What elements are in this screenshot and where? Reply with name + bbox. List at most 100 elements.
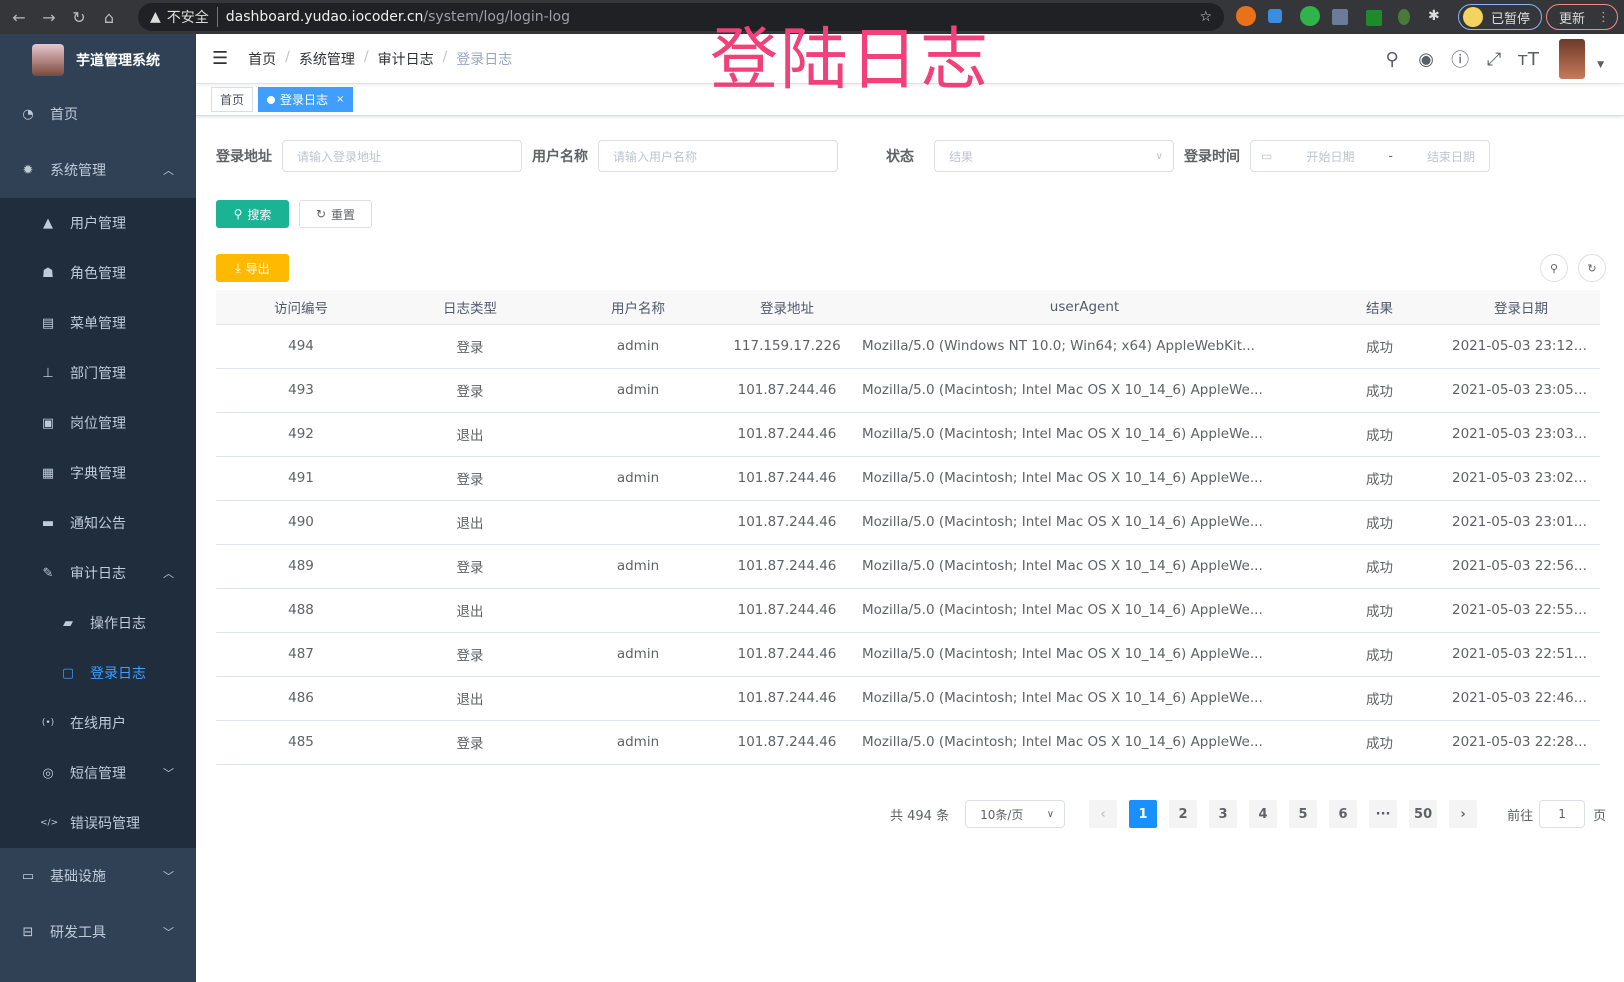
table-row[interactable]: 488 退出 101.87.244.46 Mozilla/5.0 (Macintosh… <box>216 588 1600 633</box>
breadcrumb-item[interactable]: 审计日志 <box>377 51 434 68</box>
sidebar-item-dept[interactable]: ⊥ 部门管理 <box>0 348 196 398</box>
page-button[interactable]: 5 <box>1289 800 1318 828</box>
hamburger-icon[interactable]: ☰ <box>212 48 229 69</box>
avatar[interactable] <box>1559 39 1586 79</box>
username-input[interactable]: 请输入用户名称 <box>598 140 838 172</box>
page-size-select[interactable]: 10条/页 ∨ <box>965 800 1066 828</box>
sidebar-item-error-code[interactable]: </> 错误码管理 <box>0 798 196 848</box>
tag-login-log[interactable]: 登录日志 × <box>258 87 354 112</box>
chevron-down-icon: ﹀ <box>163 870 174 883</box>
sidebar-item-sms[interactable]: ◎ 短信管理 ﹀ <box>0 748 196 798</box>
profile-paused-button[interactable]: 已暂停 <box>1458 4 1542 30</box>
page-button[interactable]: 1 <box>1129 800 1158 828</box>
table-row[interactable]: 490 退出 101.87.244.46 Mozilla/5.0 (Macintosh… <box>216 500 1600 545</box>
github-icon[interactable]: ◉ <box>1418 48 1434 70</box>
search-button[interactable]: ⚲ 搜索 <box>216 200 289 228</box>
extension-icon[interactable] <box>1268 9 1282 23</box>
goto-page-input[interactable]: 1 <box>1539 800 1586 828</box>
extension-icon[interactable] <box>1332 9 1348 25</box>
sidebar-item-dict[interactable]: ▦ 字典管理 <box>0 448 196 498</box>
table-cell: Mozilla/5.0 (Macintosh; Intel Mac OS X 1… <box>852 676 1317 721</box>
back-icon[interactable]: ← <box>12 7 26 27</box>
table-row[interactable]: 486 退出 101.87.244.46 Mozilla/5.0 (Macintosh… <box>216 676 1600 721</box>
sidebar-item-online-user[interactable]: (•) 在线用户 <box>0 698 196 748</box>
tags-view: 首页 登录日志 × <box>196 84 1624 116</box>
table-row[interactable]: 487 登录 admin 101.87.244.46 Mozilla/5.0 (Maci… <box>216 632 1600 677</box>
table-row[interactable]: 485 登录 admin 101.87.244.46 Mozilla/5.0 (Maci… <box>216 720 1600 765</box>
page-button[interactable]: 3 <box>1209 800 1238 828</box>
start-date-input[interactable]: 开始日期 <box>1306 149 1355 164</box>
reload-icon[interactable]: ↻ <box>72 7 86 27</box>
sidebar-item-tool[interactable]: ⊟ 研发工具 ﹀ <box>0 904 196 960</box>
total-count: 共 494 条 <box>890 808 950 824</box>
table-row[interactable]: 493 登录 admin 101.87.244.46 Mozilla/5.0 (Maci… <box>216 368 1600 413</box>
table-cell: 101.87.244.46 <box>722 412 852 457</box>
sidebar-item-operate-log[interactable]: ▰ 操作日志 <box>0 598 196 648</box>
sidebar-item-login-log[interactable]: ▢ 登录日志 <box>0 648 196 698</box>
table-cell: Mozilla/5.0 (Macintosh; Intel Mac OS X 1… <box>852 544 1317 589</box>
table-cell: 成功 <box>1317 544 1442 589</box>
table-cell: admin <box>554 720 722 765</box>
sidebar-item-menu[interactable]: ▤ 菜单管理 <box>0 298 196 348</box>
status-select[interactable]: 结果 ∨ <box>934 140 1174 172</box>
page-button[interactable]: 50 <box>1409 800 1438 828</box>
reset-button[interactable]: ↻ 重置 <box>299 200 372 228</box>
column-header: 日志类型 <box>386 290 554 325</box>
search-icon[interactable]: ⚲ <box>1385 48 1399 70</box>
more-icon: ⋮ <box>1597 9 1611 25</box>
table-cell: 101.87.244.46 <box>722 500 852 545</box>
extension-icon[interactable] <box>1366 10 1382 26</box>
table-cell: Mozilla/5.0 (Macintosh; Intel Mac OS X 1… <box>852 456 1317 501</box>
font-size-icon[interactable]: тT <box>1517 48 1539 70</box>
table-row[interactable]: 491 登录 admin 101.87.244.46 Mozilla/5.0 (Maci… <box>216 456 1600 501</box>
sidebar-item-audit-log[interactable]: ✎ 审计日志 ︿ <box>0 548 196 598</box>
home-icon[interactable]: ⌂ <box>103 7 115 27</box>
sidebar-item-notice[interactable]: ▬ 通知公告 <box>0 498 196 548</box>
breadcrumb-item[interactable]: 首页 <box>248 51 277 68</box>
table-row[interactable]: 494 登录 admin 117.159.17.226 Mozilla/5.0 (Win… <box>216 324 1600 369</box>
sidebar-item-post[interactable]: ▣ 岗位管理 <box>0 398 196 448</box>
sidebar-item-system[interactable]: ✹ 系统管理 ︿ <box>0 142 196 198</box>
extension-icon[interactable] <box>1398 9 1410 25</box>
page-size-value: 10条/页 <box>980 807 1024 822</box>
toggle-search-button[interactable]: ⚲ <box>1540 254 1568 282</box>
extension-icon[interactable] <box>1300 6 1320 26</box>
update-button[interactable]: 更新 ⋮ <box>1546 4 1618 30</box>
tag-home[interactable]: 首页 <box>211 87 254 112</box>
table-row[interactable]: 489 登录 admin 101.87.244.46 Mozilla/5.0 (Maci… <box>216 544 1600 589</box>
close-icon[interactable]: × <box>336 94 345 105</box>
date-range-picker[interactable]: ▭ 开始日期 - 结束日期 <box>1250 140 1490 172</box>
extension-icon[interactable] <box>1236 6 1256 26</box>
fullscreen-icon[interactable]: ⤢ <box>1486 48 1502 70</box>
caret-down-icon[interactable]: ▼ <box>1597 60 1604 70</box>
sidebar-item-role[interactable]: ☗ 角色管理 <box>0 248 196 298</box>
table-cell: 101.87.244.46 <box>722 544 852 589</box>
table-row[interactable]: 492 退出 101.87.244.46 Mozilla/5.0 (Macintosh… <box>216 412 1600 457</box>
page-button[interactable]: 6 <box>1329 800 1358 828</box>
menu-label: 登录日志 <box>90 666 146 682</box>
breadcrumb-item[interactable]: 系统管理 <box>298 51 355 68</box>
sidebar-item-user[interactable]: ▲ 用户管理 <box>0 198 196 248</box>
table-cell <box>554 676 722 721</box>
address-input[interactable]: 请输入登录地址 <box>282 140 522 172</box>
bookmark-star-icon[interactable]: ☆ <box>1199 9 1212 25</box>
next-page-button[interactable]: › <box>1449 800 1478 828</box>
export-label: 导出 <box>245 261 270 276</box>
refresh-button[interactable]: ↻ <box>1578 254 1606 282</box>
login-log-table: 访问编号 日志类型 用户名称 登录地址 userAgent 结果 登录日期 494 登录 adm… <box>216 290 1600 765</box>
table-cell: admin <box>554 324 722 369</box>
forward-icon[interactable]: → <box>42 7 56 27</box>
page-button[interactable]: 4 <box>1249 800 1278 828</box>
more-pages-button[interactable]: ··· <box>1369 800 1398 828</box>
prev-page-button[interactable]: ‹ <box>1089 800 1118 828</box>
address-bar[interactable]: ▲ 不安全 dashboard.yudao.iocoder.cn/system/… <box>138 3 1224 31</box>
question-icon[interactable]: ⓘ <box>1451 50 1470 71</box>
sidebar-logo[interactable]: 芋道管理系统 <box>0 34 196 86</box>
puzzle-icon[interactable]: ✱ <box>1428 8 1440 24</box>
table-cell: 117.159.17.226 <box>722 324 852 369</box>
export-button[interactable]: ⤓ 导出 <box>216 254 289 282</box>
sidebar-item-infra[interactable]: ▭ 基础设施 ﹀ <box>0 848 196 904</box>
page-button[interactable]: 2 <box>1169 800 1198 828</box>
sidebar-item-home[interactable]: ◔ 首页 <box>0 86 196 142</box>
end-date-input[interactable]: 结束日期 <box>1426 149 1475 164</box>
